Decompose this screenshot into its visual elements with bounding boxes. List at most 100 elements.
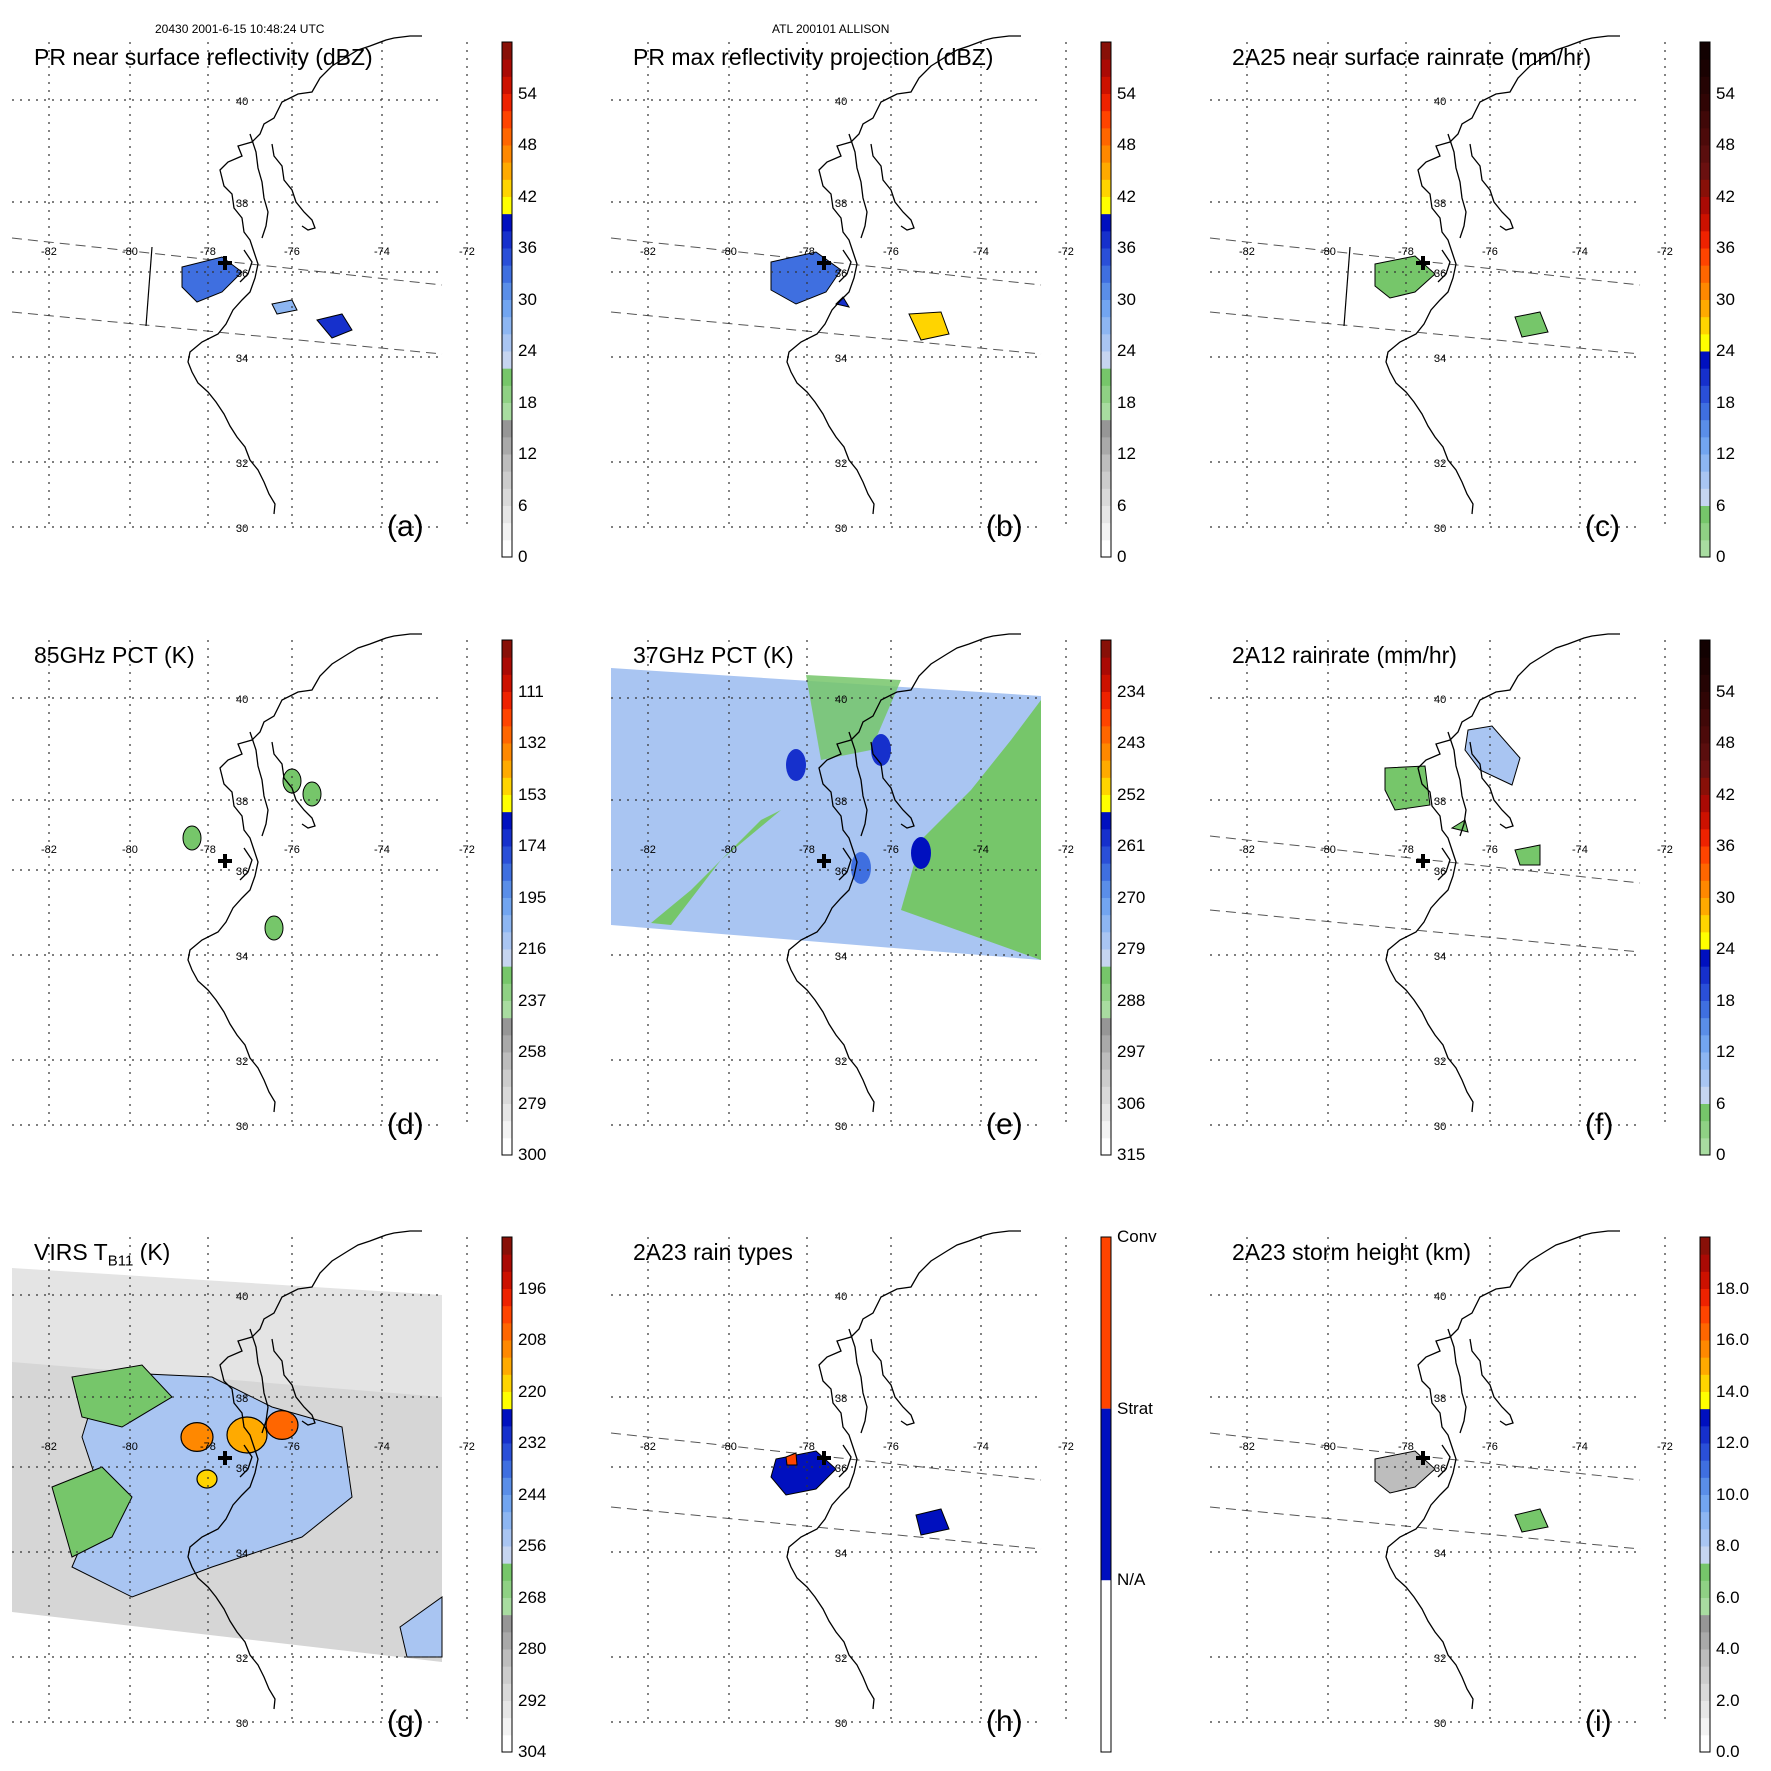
colorbar-frame [1100,639,1112,1156]
colorbar-tick-label: 36 [1716,238,1735,257]
colorbar-bin [1101,145,1111,163]
colorbar-bin [1700,1734,1710,1753]
colorbar-bin [502,436,512,455]
colorbar-bin [1700,1069,1710,1087]
echo-south [1514,844,1541,866]
colorbar-bin [502,1683,512,1701]
colorbar-bin [1101,760,1111,778]
colorbar-bin [1700,931,1710,950]
lon-label: -80 [122,1441,138,1453]
coastline [1447,1328,1467,1434]
colorbar-bin [1700,505,1710,524]
panel-title-d: 85GHz PCT (K) [34,642,195,668]
panel-title-f: 2A12 rainrate (mm/hr) [1232,642,1457,668]
lon-label: -76 [883,246,899,258]
lon-label: -76 [1482,844,1498,856]
panel-e [611,633,1112,1156]
echo-east [271,299,298,315]
pct37-cold-cell [911,837,931,869]
lon-label: -76 [284,844,300,856]
lon-label: -80 [721,246,737,258]
colorbar-bin [502,1237,512,1255]
colorbar-bin [1700,1305,1710,1324]
colorbar-bin [502,1546,512,1564]
colorbar-bin [502,725,512,744]
colorbar-bin [1101,522,1111,541]
colorbar-bin [502,316,512,335]
height-main [1374,1450,1436,1494]
coastline [1469,143,1514,231]
lon-label: -72 [1657,246,1673,258]
colorbar-bin [1700,794,1710,813]
colorbar-bin [502,760,512,778]
colorbar-tick-label: 195 [518,887,547,907]
colorbar-bin [1101,402,1111,421]
colorbar-tick-label: 292 [518,1690,547,1710]
colorbar-bin [502,1034,512,1053]
coastline [1469,1338,1514,1426]
lon-label: -72 [1058,844,1074,856]
virs-cold-top [196,1469,218,1489]
lat-label: 36 [1434,866,1447,878]
colorbar-bin [502,674,512,692]
colorbar-bin [502,1649,512,1667]
lon-label: -74 [973,1441,989,1453]
colorbar-f [1699,639,1711,1156]
lon-label: -78 [799,246,815,258]
colorbar-tick-label: 300 [518,1145,547,1164]
colorbar-bin [1700,1614,1710,1633]
lat-label: 40 [236,96,249,108]
echo-cell [1450,819,1469,833]
lat-label: 38 [1434,1393,1447,1405]
panel-g [12,1230,513,1753]
colorbar-bin [1700,1425,1710,1444]
colorbar-bin [1700,539,1710,558]
colorbar-tick-label: 12 [1716,444,1735,463]
colorbar-bin [1700,196,1710,215]
coastline [1437,1444,1451,1478]
swath-edge-south [11,311,443,355]
colorbar-bin [502,471,512,489]
colorbar-tick-label: 6 [1117,495,1127,515]
colorbar-bin [502,1631,512,1650]
colorbar-bin [502,1271,512,1289]
lat-label: 32 [835,1056,848,1068]
colorbar-bin [1101,59,1111,77]
colorbar-tick-label: 6 [1716,1093,1726,1113]
lon-label: -74 [973,246,989,258]
pct37-cold-cell [786,749,806,781]
colorbar-strat-segment [1101,1408,1111,1581]
coastline [1437,847,1451,881]
colorbar-bin [1101,127,1111,146]
colorbar-bin [502,127,512,146]
colorbar-tick-label: 42 [1117,186,1136,206]
panel-title-e: 37GHz PCT (K) [633,642,794,668]
colorbar-bin [1101,230,1111,249]
colorbar-tick-label: 258 [518,1042,547,1061]
colorbar-bin [1700,248,1710,266]
colorbar-tick-label: 270 [1117,887,1146,907]
lat-label: 32 [1434,458,1447,470]
colorbar-bin [1101,282,1111,300]
lat-label: 32 [835,1653,848,1665]
lon-label: -78 [200,844,216,856]
colorbar-bin [1700,1408,1710,1427]
colorbar-bin [502,949,512,967]
colorbar-bin [1101,385,1111,403]
colorbar-bin [1101,299,1111,318]
colorbar-bin [1700,1649,1710,1667]
colorbar-bin [1101,76,1111,94]
colorbar-bin [1101,265,1111,283]
colorbar-bin [502,368,512,386]
lon-label: -78 [799,1441,815,1453]
colorbar-tick-label: 8.0 [1716,1536,1740,1555]
colorbar-bin [1700,880,1710,898]
coastline [239,1444,253,1478]
colorbar-tick-label: 36 [1716,836,1735,855]
lat-label: 34 [236,353,249,365]
colorbar-bin [1101,1000,1111,1019]
colorbar-tick-label: 306 [1117,1093,1146,1113]
colorbar-bin [1101,436,1111,455]
swath-edge-south [610,311,1042,355]
colorbar-bin [502,1528,512,1547]
